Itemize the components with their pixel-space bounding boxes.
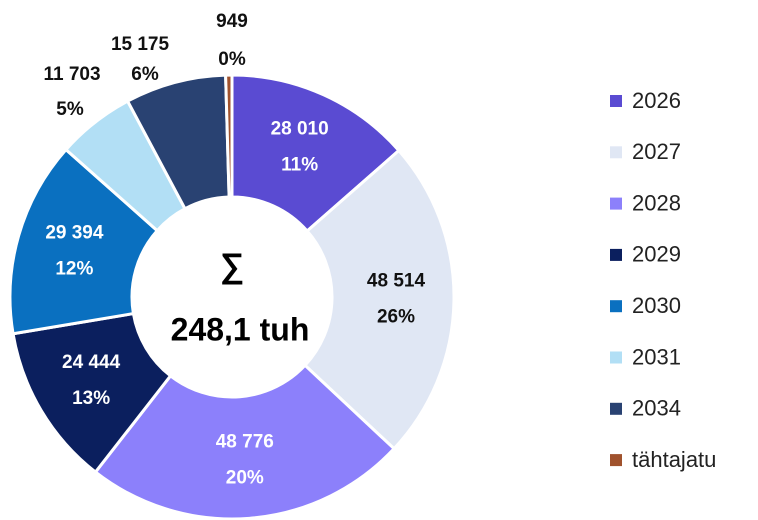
value-label: 28 010 [271, 119, 329, 140]
legend-label: 2034 [632, 396, 681, 421]
legend-label: tähtajatu [632, 447, 716, 472]
legend-label: 2028 [632, 190, 681, 215]
legend-label: 2026 [632, 88, 681, 113]
legend-swatch [610, 351, 622, 364]
value-label: 48 776 [216, 432, 274, 453]
legend-swatch [610, 248, 622, 261]
legend-label: 2031 [632, 344, 681, 369]
value-label: 24 444 [62, 352, 121, 373]
center-total: 248,1 tuh [171, 311, 310, 347]
value-label: 949 [216, 11, 248, 32]
legend-swatch [610, 95, 622, 107]
legend-swatch [610, 197, 622, 210]
center-symbol: ∑ [220, 247, 244, 285]
slice [93, 363, 397, 520]
slice [8, 147, 160, 336]
legend-swatch [610, 300, 622, 313]
value-label: 48 514 [367, 271, 426, 292]
percent-label: 5% [56, 99, 84, 120]
percent-label: 13% [72, 388, 110, 409]
legend-swatch [610, 454, 622, 467]
slice [230, 73, 401, 234]
percent-label: 0% [218, 49, 246, 70]
percent-label: 11% [281, 155, 318, 176]
legend-swatch [610, 402, 622, 415]
legend-label: 2027 [632, 139, 681, 164]
legend-label: 2030 [632, 293, 681, 318]
legend-swatch [610, 146, 622, 159]
slice [11, 311, 173, 475]
percent-label: 20% [226, 468, 264, 489]
value-label: 11 703 [43, 64, 100, 85]
percent-label: 12% [55, 259, 93, 280]
value-label: 15 175 [111, 34, 170, 55]
percent-label: 26% [377, 307, 415, 328]
value-label: 29 394 [45, 223, 104, 244]
slice [302, 148, 456, 451]
legend-label: 2029 [632, 242, 681, 267]
slice [224, 73, 234, 199]
percent-label: 6% [131, 64, 159, 85]
